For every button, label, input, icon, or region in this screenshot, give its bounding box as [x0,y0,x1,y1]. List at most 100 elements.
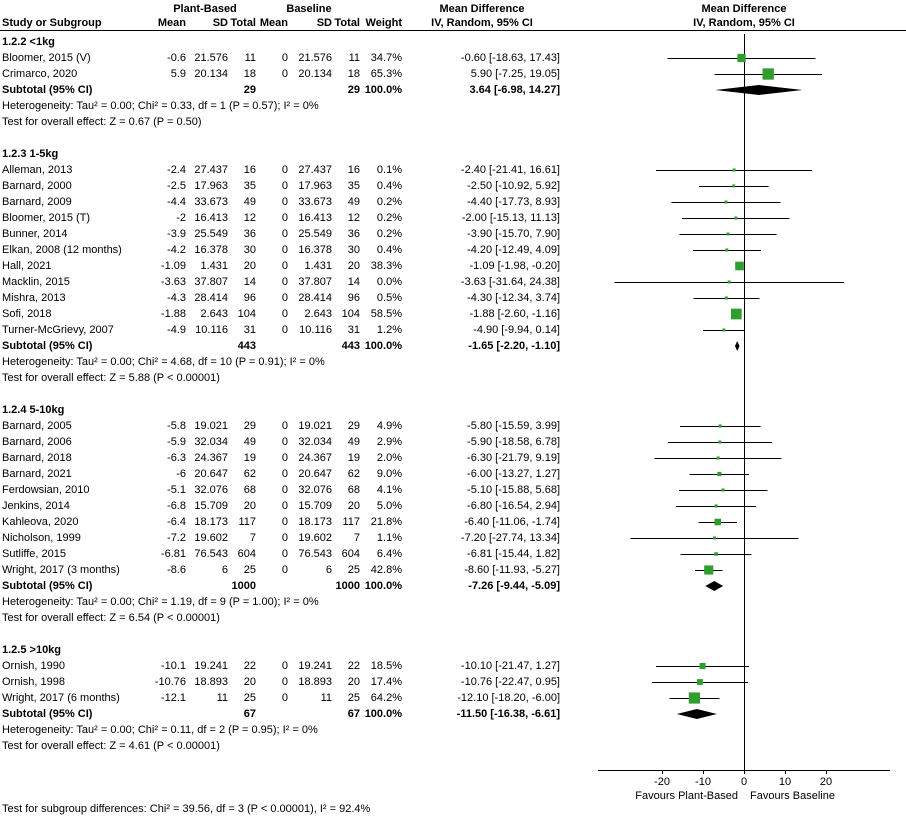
plant-mean: -6.81 [160,548,186,560]
baseline-mean: 0 [281,244,288,256]
weight-value: 4.9% [376,420,402,432]
plant-total: 36 [243,228,256,240]
baseline-sd: 20.134 [298,68,332,80]
plant-sd: 16.413 [194,212,228,224]
overall-effect-row: Test for overall effect: Z = 5.88 (P < 0… [0,370,906,386]
baseline-mean: 0 [281,516,288,528]
baseline-sd: 16.378 [298,244,332,256]
baseline-total: 11 [348,52,360,64]
baseline-total: 25 [347,564,360,576]
ci-text: -5.10 [-15.88, 5.68] [467,484,560,496]
baseline-total: 30 [347,244,360,256]
plant-total: 20 [243,260,256,272]
weight-value: 2.9% [376,436,402,448]
plant-mean: -7.2 [167,532,186,544]
study-row: Bunner, 2014 -3.9 25.549 36 0 25.549 36 0.2% -3.… [0,226,906,242]
baseline-sd: 10.116 [299,324,332,336]
weight-value: 18.5% [370,660,402,672]
baseline-total: 20 [347,500,360,512]
study-name: Barnard, 2018 [2,452,72,464]
weight-value: 58.5% [370,308,402,320]
subtotal-baseline-total: 443 [341,340,360,352]
ci-text: -4.40 [-17.73, 8.93] [467,196,560,208]
plant-total: 104 [237,308,256,320]
subgroup-heading: 1.2.4 5-10kg [0,402,906,418]
subtotal-baseline-total: 1000 [335,580,360,592]
plant-sd: 76.543 [194,548,228,560]
baseline-sd: 11 [320,692,332,704]
subtotal-ci-text: -11.50 [-16.38, -6.61] [456,708,560,720]
plant-total: 604 [237,548,256,560]
baseline-mean: 0 [281,676,288,688]
plant-mean: -0.6 [167,52,186,64]
plant-mean: -4.4 [167,196,186,208]
ci-text: -3.90 [-15.70, 7.90] [467,228,560,240]
col-baseline-sd: SD [316,17,332,29]
overall-effect-row: Test for overall effect: Z = 0.67 (P = 0… [0,114,906,130]
plant-total: 18 [243,68,256,80]
axis-tick-label: 10 [779,776,791,788]
axis-tick-label: -10 [695,776,711,788]
plant-total: 14 [243,276,256,288]
plant-sd: 33.673 [194,196,228,208]
subgroup-label: 1.2.2 <1kg [2,36,55,48]
plant-sd: 37.807 [194,276,228,288]
weight-value: 0.2% [376,212,402,224]
plant-sd: 20.647 [194,468,228,480]
baseline-sd: 16.413 [298,212,332,224]
weight-value: 0.4% [376,244,402,256]
study-name: Ornish, 1998 [2,676,65,688]
plant-mean: -2 [176,212,186,224]
ci-text: -6.40 [-11.06, -1.74] [464,516,560,528]
plant-sd: 20.134 [194,68,228,80]
subgroup-label: 1.2.4 5-10kg [2,404,65,416]
baseline-total: 49 [347,436,360,448]
baseline-sd: 17.963 [298,180,332,192]
plant-total: 25 [243,692,256,704]
plant-mean: -5.1 [167,484,186,496]
study-row: Hall, 2021 -1.09 1.431 20 0 1.431 20 38.3% -1.09… [0,258,906,274]
study-row: Crimarco, 2020 5.9 20.134 18 0 20.134 18 65.3% 5… [0,66,906,82]
subtotal-ci-text: 3.64 [-6.98, 14.27] [469,84,560,96]
plant-mean: -10.1 [160,660,186,672]
plant-mean: -5.8 [167,420,186,432]
plant-mean: -4.2 [167,244,186,256]
plant-total: 22 [243,660,256,672]
ci-text: -4.90 [-9.94, 0.14] [473,324,560,336]
heterogeneity-text: Heterogeneity: Tau² = 0.00; Chi² = 0.11,… [2,724,318,736]
baseline-mean: 0 [281,548,288,560]
overall-effect-text: Test for overall effect: Z = 4.61 (P < 0… [2,740,220,752]
study-name: Sofi, 2018 [2,308,52,320]
subtotal-row: Subtotal (95% CI) 443 443 100.0% -1.65 [-2.2… [0,338,906,354]
study-name: Elkan, 2008 (12 months) [2,244,122,256]
ci-text: -2.00 [-15.13, 11.13] [461,212,560,224]
weight-value: 1.1% [376,532,402,544]
ci-text: -6.80 [-16.54, 2.94] [467,500,560,512]
weight-value: 0.5% [376,292,402,304]
col-iv-random-ci-plot: IV, Random, 95% CI [693,17,795,29]
weight-value: 1.2% [376,324,402,336]
ci-text: -12.10 [-18.20, -6.00] [457,692,560,704]
baseline-total: 18 [347,68,360,80]
plant-mean: 5.9 [170,68,186,80]
plant-total: 31 [243,324,256,336]
col-group-baseline: Baseline [286,3,332,15]
ci-text: 5.90 [-7.25, 19.05] [470,68,560,80]
plant-sd: 27.437 [194,164,228,176]
col-mean-difference-plot: Mean Difference [701,3,787,15]
ci-text: -6.00 [-13.27, 1.27] [467,468,560,480]
ci-text: -2.50 [-10.92, 5.92] [467,180,560,192]
baseline-mean: 0 [281,420,288,432]
col-baseline-mean: Mean [259,17,288,29]
plant-mean: -6 [176,468,186,480]
study-name: Bloomer, 2015 (V) [2,52,91,64]
study-name: Hall, 2021 [2,260,52,272]
baseline-total: 16 [347,164,360,176]
baseline-total: 22 [347,660,360,672]
subgroup-difference-text: Test for subgroup differences: Chi² = 39… [2,803,371,815]
study-row: Sofi, 2018 -1.88 2.643 104 0 2.643 104 58.5% -1.… [0,306,906,322]
baseline-sd: 24.367 [298,452,332,464]
plant-sd: 18.893 [194,676,228,688]
axis-tick-label: -20 [654,776,670,788]
plant-mean: -3.9 [167,228,186,240]
